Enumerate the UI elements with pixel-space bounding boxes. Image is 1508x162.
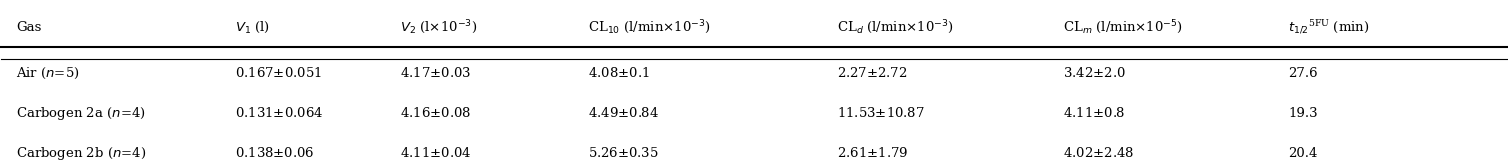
Text: Gas: Gas [17,21,42,34]
Text: Carbogen 2a ($n$=4): Carbogen 2a ($n$=4) [17,105,146,122]
Text: 4.08$\pm$0.1: 4.08$\pm$0.1 [588,66,650,80]
Text: $V_{2}$ (l$\times$10$^{-3}$): $V_{2}$ (l$\times$10$^{-3}$) [400,18,478,36]
Text: 5.26$\pm$0.35: 5.26$\pm$0.35 [588,146,659,160]
Text: 3.42$\pm$2.0: 3.42$\pm$2.0 [1063,66,1125,80]
Text: 4.11$\pm$0.04: 4.11$\pm$0.04 [400,146,472,160]
Text: $V_{1}$ (l): $V_{1}$ (l) [235,20,270,35]
Text: 27.6: 27.6 [1288,67,1318,80]
Text: 4.16$\pm$0.08: 4.16$\pm$0.08 [400,106,472,120]
Text: 4.02$\pm$2.48: 4.02$\pm$2.48 [1063,146,1134,160]
Text: 4.49$\pm$0.84: 4.49$\pm$0.84 [588,106,659,120]
Text: 11.53$\pm$10.87: 11.53$\pm$10.87 [837,106,924,120]
Text: CL$_{d}$ (l/min$\times$10$^{-3}$): CL$_{d}$ (l/min$\times$10$^{-3}$) [837,18,953,36]
Text: Air ($n$=5): Air ($n$=5) [17,65,80,81]
Text: 0.131$\pm$0.064: 0.131$\pm$0.064 [235,106,323,120]
Text: 0.138$\pm$0.06: 0.138$\pm$0.06 [235,146,314,160]
Text: $t_{1/2}$$^{\mathregular{5FU}}$ (min): $t_{1/2}$$^{\mathregular{5FU}}$ (min) [1288,18,1369,36]
Text: CL$_{10}$ (l/min$\times$10$^{-3}$): CL$_{10}$ (l/min$\times$10$^{-3}$) [588,18,712,36]
Text: 4.17$\pm$0.03: 4.17$\pm$0.03 [400,66,472,80]
Text: 0.167$\pm$0.051: 0.167$\pm$0.051 [235,66,321,80]
Text: 20.4: 20.4 [1288,147,1318,160]
Text: 19.3: 19.3 [1288,107,1318,120]
Text: CL$_{m}$ (l/min$\times$10$^{-5}$): CL$_{m}$ (l/min$\times$10$^{-5}$) [1063,18,1182,36]
Text: Carbogen 2b ($n$=4): Carbogen 2b ($n$=4) [17,145,146,162]
Text: 4.11$\pm$0.8: 4.11$\pm$0.8 [1063,106,1125,120]
Text: 2.27$\pm$2.72: 2.27$\pm$2.72 [837,66,908,80]
Text: 2.61$\pm$1.79: 2.61$\pm$1.79 [837,146,908,160]
